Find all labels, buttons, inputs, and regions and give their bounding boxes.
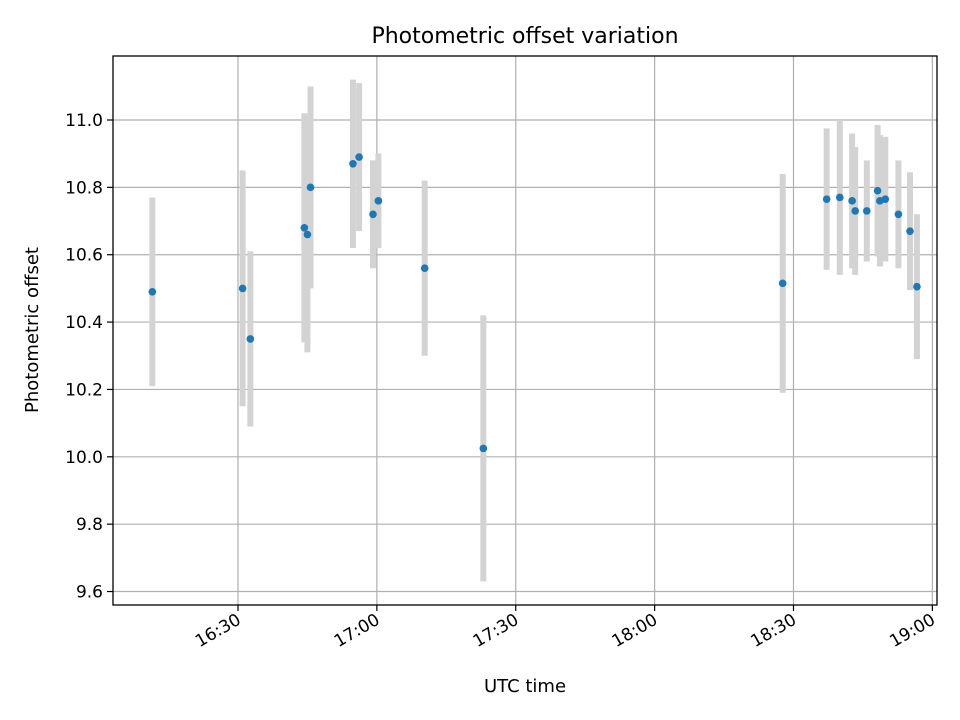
data-point: [238, 284, 247, 293]
data-point: [300, 223, 309, 232]
axis-ticks: 16:30 17:00 17:30 18:00 18:30 19:00 9.6 9.8 10.0…: [65, 111, 939, 652]
data-point: [369, 210, 377, 219]
data-point: [148, 287, 157, 296]
x-axis-label: UTC time: [484, 676, 566, 697]
x-tick-label: 19:00: [886, 610, 938, 652]
data-point: [303, 230, 312, 239]
y-tick-label: 10.2: [65, 380, 103, 400]
y-tick-label: 10.0: [65, 448, 103, 468]
plot-frame: [112, 55, 938, 606]
data-point: [894, 210, 903, 219]
data-point: [420, 264, 429, 272]
grid: [113, 56, 937, 605]
chart-title: Photometric offset variation: [371, 24, 678, 49]
x-tick-label: 17:30: [470, 610, 522, 652]
data-point: [306, 183, 315, 192]
data-point: [479, 444, 488, 453]
y-tick-label: 10.6: [65, 246, 103, 266]
data-point: [906, 227, 914, 235]
y-tick-label: 9.6: [76, 583, 103, 603]
y-axis-label: Photometric offset: [22, 247, 43, 413]
y-tick-label: 11.0: [65, 111, 103, 131]
data-point: [778, 279, 787, 288]
data-point: [862, 207, 871, 215]
x-tick-label: 18:00: [609, 610, 661, 652]
data-point: [246, 335, 255, 343]
data-point: [913, 282, 921, 291]
data-point: [349, 159, 357, 168]
y-tick-label: 10.8: [65, 178, 103, 198]
data-point: [851, 207, 860, 215]
data-point: [881, 195, 890, 203]
data-point: [848, 197, 856, 205]
data-point: [835, 193, 844, 202]
error-bars: [149, 79, 920, 582]
data-point: [355, 153, 363, 161]
x-tick-label: 16:30: [192, 610, 244, 652]
data-point: [822, 195, 831, 203]
y-tick-label: 10.4: [65, 313, 103, 333]
data-point: [374, 197, 383, 205]
y-tick-label: 9.8: [76, 515, 103, 535]
x-tick-label: 18:30: [748, 610, 800, 652]
x-tick-label: 17:00: [331, 610, 383, 652]
data-point: [873, 186, 882, 195]
data-points: [148, 153, 921, 453]
